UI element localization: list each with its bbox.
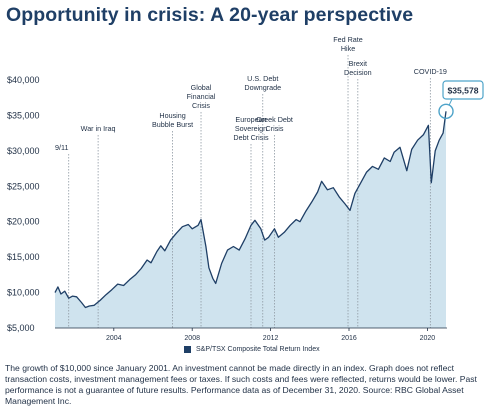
series-line <box>54 111 447 309</box>
legend-label: S&P/TSX Composite Total Return Index <box>196 346 320 353</box>
annotation-label: Global Financial Crisis <box>187 83 216 110</box>
annotation-label: Brexit Decision <box>344 59 372 77</box>
x-tick-label: 2020 <box>420 335 436 342</box>
y-tick-label: $30,000 <box>7 146 40 156</box>
x-axis: 2004 2008 2012 2016 2020 <box>55 327 447 342</box>
x-tick-label: 2004 <box>106 335 122 342</box>
annotation-layer: 9/11 War in Iraq Housing Bubble BurstGlobal… <box>55 35 447 328</box>
y-axis: $5,000 $10,000 $15,000 $20,000 $25,000 $30,00… <box>7 75 40 333</box>
annotation-label: 9/11 <box>55 143 68 152</box>
y-tick-label: $15,000 <box>7 252 40 262</box>
annotation-label: Housing Bubble Burst <box>152 111 193 129</box>
y-tick-label: $10,000 <box>7 288 40 298</box>
end-marker-circle <box>438 103 454 120</box>
y-tick-label: $35,000 <box>7 110 40 120</box>
end-callout-line <box>448 98 453 106</box>
legend-swatch <box>184 346 191 353</box>
annotation-label: Fed Rate Hike <box>333 35 363 53</box>
annotation-label: U.S. Debt Downgrade <box>244 74 281 92</box>
line-layer <box>54 111 447 309</box>
annotation-label: Greek Debt Crisis <box>256 115 293 133</box>
chart-legend: S&P/TSX Composite Total Return Index <box>184 346 320 353</box>
annotation-label: War in Iraq <box>81 124 116 133</box>
y-tick-label: $20,000 <box>7 217 40 227</box>
series-area <box>55 111 446 328</box>
x-tick-label: 2012 <box>263 335 279 342</box>
x-tick-label: 2016 <box>341 335 357 342</box>
y-tick-label: $25,000 <box>7 181 40 191</box>
chart-svg: $5,000 $10,000 $15,000 $20,000 $25,000 $30,00… <box>7 35 484 342</box>
x-tick-label: 2008 <box>184 335 200 342</box>
end-callout-box <box>442 80 484 100</box>
end-marker-layer: $35,578 <box>438 80 484 120</box>
annotation-label: European Sovereign Debt Crisis <box>233 115 269 142</box>
page-title: Opportunity in crisis: A 20-year perspec… <box>6 4 414 26</box>
y-tick-label: $40,000 <box>7 75 40 85</box>
annotation-label: COVID-19 <box>414 67 447 76</box>
y-tick-label: $5,000 <box>7 323 35 333</box>
footnote: The growth of $10,000 since January 2001… <box>5 363 477 406</box>
end-value-label: $35,578 <box>447 86 478 96</box>
area-layer <box>55 111 446 328</box>
